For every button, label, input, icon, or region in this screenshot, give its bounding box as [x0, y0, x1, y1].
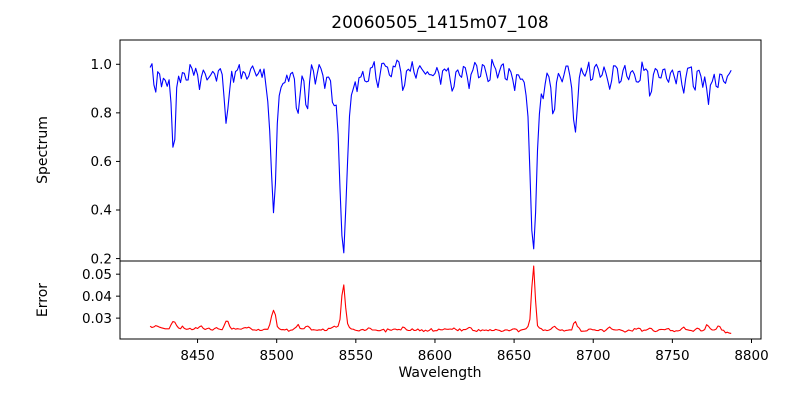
spectrum-y-axis-label: Spectrum [35, 116, 51, 184]
error-y-axis-label: Error [35, 283, 51, 317]
x-tick-label: 8500 [260, 348, 294, 364]
y-tick-label: 0.05 [82, 267, 112, 283]
error-panel [119, 260, 762, 340]
x-tick-label: 8800 [734, 348, 768, 364]
x-tick-label: 8450 [180, 348, 214, 364]
y-tick-label: 0.8 [91, 106, 112, 122]
y-tick-label: 0.03 [82, 311, 112, 327]
x-tick-label: 8700 [576, 348, 610, 364]
x-axis-ticks: 8450 8500 8550 8600 8650 8700 8750 8800 [180, 339, 769, 364]
x-axis-label: Wavelength [398, 365, 481, 381]
chart-title: 20060505_1415m07_108 [331, 13, 548, 33]
y-tick-label: 0.4 [91, 203, 112, 219]
error-line [149, 265, 732, 334]
y-tick-label: 0.04 [82, 289, 112, 305]
spectrum-panel [119, 39, 762, 262]
x-tick-label: 8550 [339, 348, 373, 364]
y-tick-label: 0.2 [91, 251, 112, 267]
error-y-axis-ticks: 0.05 0.04 0.03 [82, 267, 120, 327]
y-tick-label: 1.0 [91, 57, 112, 73]
x-tick-label: 8750 [655, 348, 689, 364]
x-tick-label: 8600 [418, 348, 452, 364]
spectrum-line [149, 58, 732, 254]
spectrum-y-axis-ticks: 1.0 0.8 0.6 0.4 0.2 [91, 57, 120, 267]
y-tick-label: 0.6 [91, 154, 112, 170]
x-tick-label: 8650 [497, 348, 531, 364]
